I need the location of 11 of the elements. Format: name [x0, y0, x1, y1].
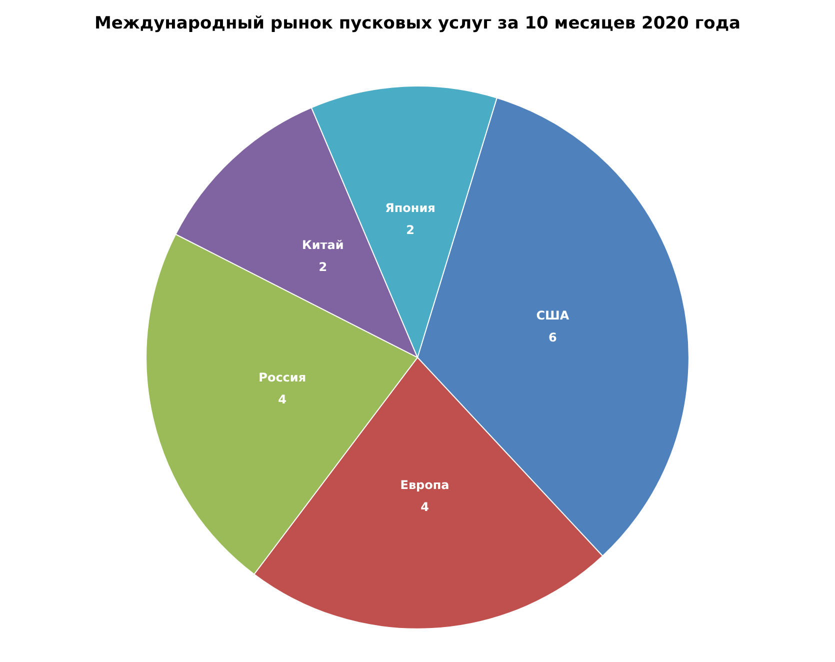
chart-title: Международный рынок пусковых услуг за 10 месяцев 2020 года [94, 14, 741, 34]
slice-label: Европа [400, 478, 450, 492]
slice-label: США [536, 308, 570, 322]
slice-label: Япония [385, 200, 436, 215]
data-label: 2 [406, 222, 414, 237]
data-label: 4 [420, 500, 429, 514]
slice-label: Китай [302, 238, 344, 252]
data-label: 2 [318, 260, 328, 274]
data-label: 4 [278, 392, 287, 407]
data-label: 6 [548, 330, 557, 344]
slice-label: Россия [258, 370, 306, 385]
